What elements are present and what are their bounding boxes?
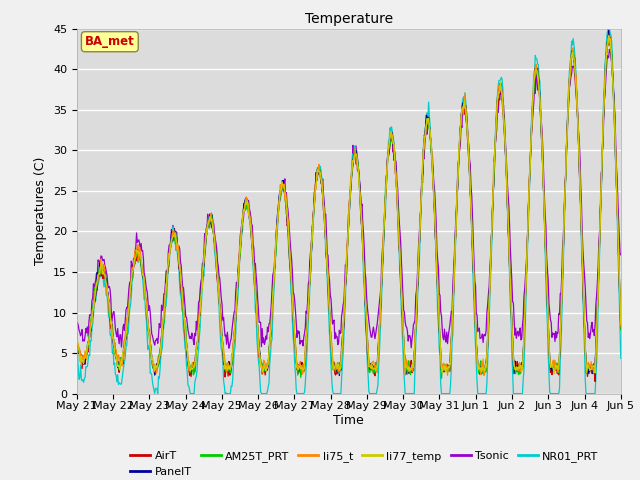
li77_temp [431, 213, 438, 218]
Tsonic [223, 341, 230, 347]
AirT [139, 265, 147, 271]
Tsonic [194, 315, 202, 321]
NR01_PRT [151, 391, 159, 396]
li75_t [223, 370, 230, 376]
AM25T_PRT [605, 33, 612, 39]
X-axis label: Time: Time [333, 414, 364, 427]
NR01_PRT [83, 364, 90, 370]
li77_temp [194, 333, 202, 338]
NR01_PRT [617, 355, 625, 361]
AM25T_PRT [438, 375, 445, 381]
AM25T_PRT [617, 327, 625, 333]
li75_t [605, 32, 612, 38]
AM25T_PRT [194, 334, 202, 340]
PanelT [139, 272, 147, 277]
AirT [605, 32, 613, 38]
AM25T_PRT [431, 212, 438, 218]
PanelT [83, 352, 90, 358]
li77_temp [550, 371, 558, 376]
AirT [73, 330, 81, 336]
NR01_PRT [431, 237, 439, 242]
li77_temp [415, 251, 422, 256]
Line: AM25T_PRT: AM25T_PRT [77, 36, 621, 378]
NR01_PRT [139, 274, 147, 279]
Tsonic [83, 330, 90, 336]
AirT [83, 352, 90, 358]
PanelT [605, 27, 612, 33]
li75_t [194, 336, 202, 341]
AM25T_PRT [73, 345, 81, 351]
AirT [591, 379, 599, 384]
li77_temp [617, 321, 625, 326]
li77_temp [605, 34, 612, 39]
PanelT [335, 372, 343, 378]
Title: Temperature: Temperature [305, 12, 393, 26]
Tsonic [617, 252, 625, 258]
AM25T_PRT [415, 252, 422, 258]
PanelT [617, 325, 625, 331]
AirT [617, 318, 625, 324]
Tsonic [605, 47, 613, 52]
Line: li75_t: li75_t [77, 35, 621, 375]
li75_t [139, 267, 147, 273]
Y-axis label: Temperatures (C): Temperatures (C) [35, 157, 47, 265]
Tsonic [139, 248, 147, 253]
NR01_PRT [223, 391, 231, 396]
AirT [223, 362, 230, 368]
li77_temp [73, 331, 81, 336]
Legend: AirT, PanelT, AM25T_PRT, li75_t, li77_temp, Tsonic, NR01_PRT: AirT, PanelT, AM25T_PRT, li75_t, li77_te… [126, 446, 603, 480]
AM25T_PRT [139, 265, 147, 271]
NR01_PRT [605, 26, 612, 32]
li75_t [415, 252, 422, 257]
Line: li77_temp: li77_temp [77, 36, 621, 373]
NR01_PRT [195, 346, 202, 351]
Line: NR01_PRT: NR01_PRT [77, 29, 621, 394]
li75_t [73, 331, 81, 336]
AirT [194, 339, 202, 345]
Line: AirT: AirT [77, 35, 621, 382]
li75_t [83, 357, 90, 362]
AM25T_PRT [83, 352, 90, 358]
NR01_PRT [416, 252, 424, 258]
li75_t [480, 372, 488, 378]
AirT [415, 253, 422, 259]
PanelT [416, 237, 424, 243]
li77_temp [83, 348, 90, 353]
li77_temp [223, 365, 230, 371]
Line: PanelT: PanelT [77, 30, 621, 375]
Line: Tsonic: Tsonic [77, 49, 621, 348]
PanelT [194, 336, 202, 341]
Text: BA_met: BA_met [85, 35, 134, 48]
li75_t [431, 202, 438, 208]
PanelT [223, 364, 230, 370]
PanelT [431, 232, 439, 238]
Tsonic [73, 319, 81, 325]
NR01_PRT [73, 354, 81, 360]
Tsonic [431, 203, 439, 209]
AirT [431, 212, 438, 217]
li75_t [617, 323, 625, 329]
AM25T_PRT [223, 365, 230, 371]
Tsonic [416, 227, 424, 233]
li77_temp [139, 272, 147, 278]
PanelT [73, 342, 81, 348]
Tsonic [225, 345, 233, 351]
